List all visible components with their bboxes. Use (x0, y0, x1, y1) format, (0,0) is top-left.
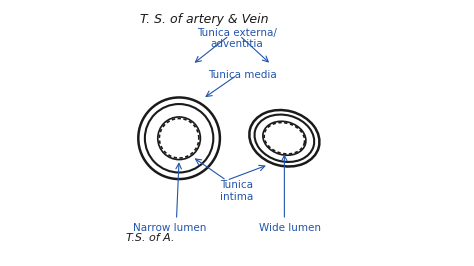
Text: Tunica
intima: Tunica intima (220, 180, 254, 202)
Ellipse shape (167, 126, 191, 150)
Text: Tunica externa/
adventitia: Tunica externa/ adventitia (197, 28, 277, 49)
Text: Narrow lumen: Narrow lumen (133, 223, 207, 233)
Text: T. S. of artery & Vein: T. S. of artery & Vein (140, 13, 268, 26)
Ellipse shape (270, 128, 299, 149)
Text: Tunica media: Tunica media (208, 70, 277, 80)
Text: T.S. of A.: T.S. of A. (127, 233, 175, 243)
Text: Wide lumen: Wide lumen (259, 223, 320, 233)
